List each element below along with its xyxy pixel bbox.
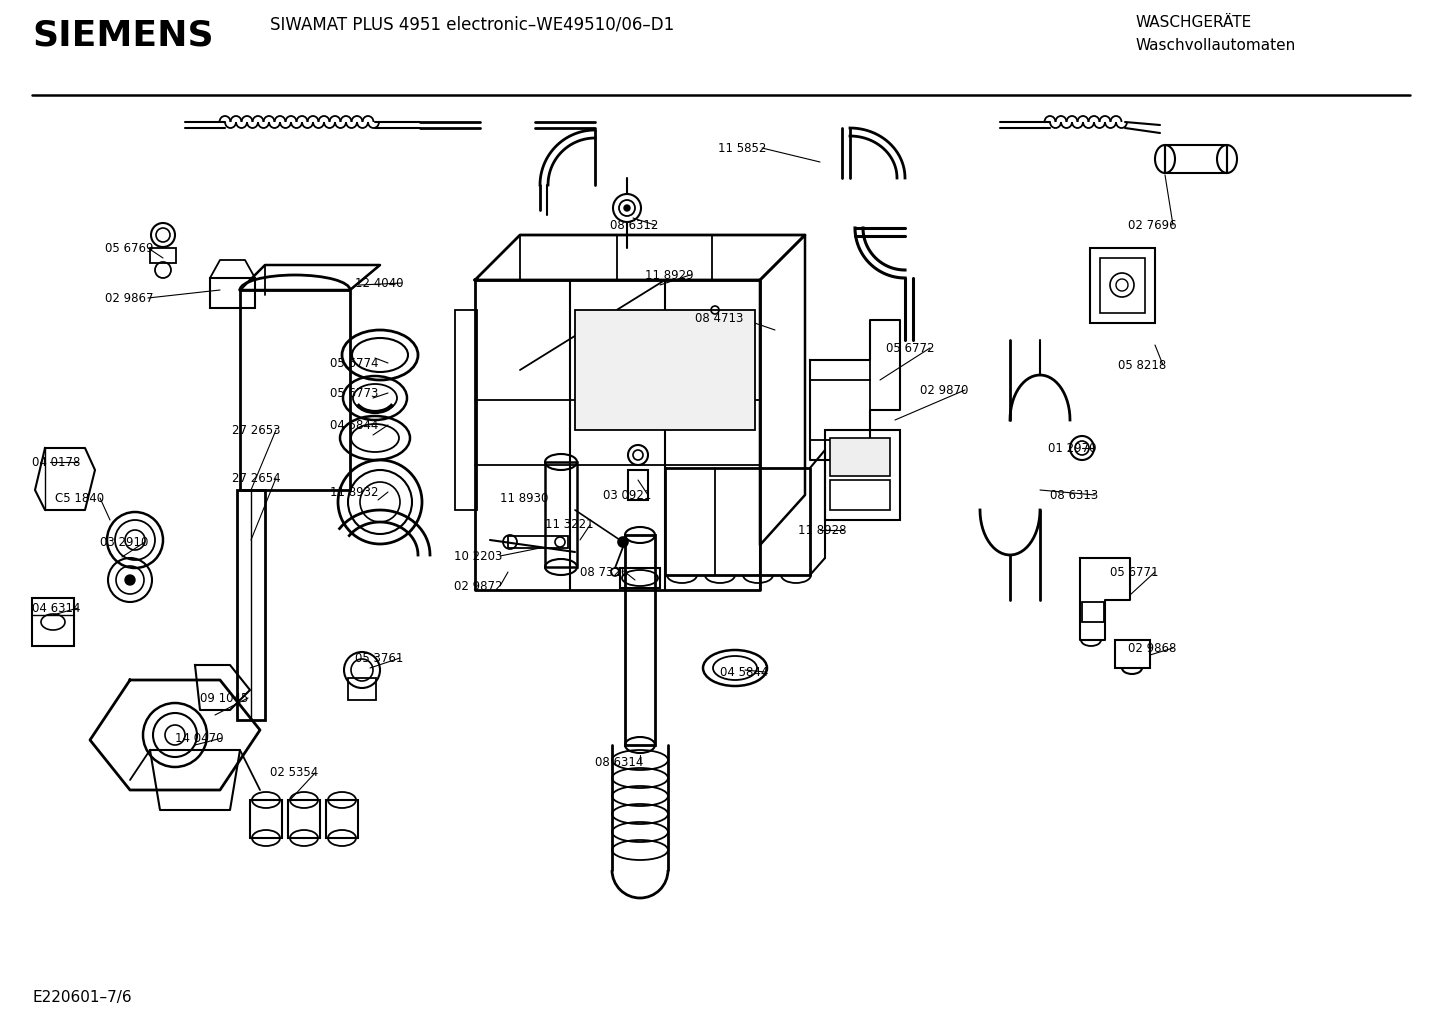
Bar xyxy=(624,535,655,745)
Circle shape xyxy=(125,575,136,585)
Text: 12 4040: 12 4040 xyxy=(355,276,404,289)
Text: 11 8932: 11 8932 xyxy=(330,485,378,498)
Text: 02 9870: 02 9870 xyxy=(920,383,969,396)
Bar xyxy=(575,310,756,430)
Text: 11 8929: 11 8929 xyxy=(645,268,694,281)
Bar xyxy=(831,438,890,476)
Bar xyxy=(620,568,660,588)
Text: 03 0921: 03 0921 xyxy=(603,488,652,501)
Text: 04 0178: 04 0178 xyxy=(32,455,81,469)
Text: 04 5844: 04 5844 xyxy=(720,665,769,679)
Bar xyxy=(288,800,320,838)
Text: 04 6314: 04 6314 xyxy=(32,601,81,614)
Text: 27 2653: 27 2653 xyxy=(232,424,281,436)
Bar xyxy=(32,598,74,646)
Circle shape xyxy=(624,205,630,211)
Text: 02 7696: 02 7696 xyxy=(1128,218,1177,231)
Text: 02 9867: 02 9867 xyxy=(105,291,153,305)
Text: 08 6312: 08 6312 xyxy=(610,218,659,231)
Text: 02 9872: 02 9872 xyxy=(454,580,502,592)
Text: 11 8928: 11 8928 xyxy=(797,524,846,536)
Circle shape xyxy=(619,537,629,547)
Text: E220601–7/6: E220601–7/6 xyxy=(32,990,131,1005)
Bar xyxy=(348,678,376,700)
Text: 05 6769: 05 6769 xyxy=(105,242,153,255)
Bar xyxy=(236,490,265,720)
Bar xyxy=(150,248,176,263)
Bar xyxy=(456,310,477,510)
Text: 08 7326: 08 7326 xyxy=(580,566,629,579)
Text: 05 6773: 05 6773 xyxy=(330,386,378,399)
Text: 11 5852: 11 5852 xyxy=(718,142,766,155)
Text: 11 8930: 11 8930 xyxy=(500,491,548,504)
Text: 05 3761: 05 3761 xyxy=(355,651,404,664)
Text: 04 5844: 04 5844 xyxy=(330,419,378,431)
Text: 10 2203: 10 2203 xyxy=(454,549,502,562)
Text: 02 5354: 02 5354 xyxy=(270,766,319,780)
Text: 01 2970: 01 2970 xyxy=(1048,441,1096,454)
Text: SIEMENS: SIEMENS xyxy=(32,18,213,52)
Text: 05 6774: 05 6774 xyxy=(330,357,378,370)
Text: 05 8218: 05 8218 xyxy=(1118,359,1167,372)
Bar xyxy=(629,470,647,500)
Text: 08 6313: 08 6313 xyxy=(1050,488,1099,501)
Text: 08 6314: 08 6314 xyxy=(596,755,643,768)
Text: 05 6771: 05 6771 xyxy=(1110,566,1158,579)
Bar xyxy=(1115,640,1151,668)
Bar xyxy=(508,536,568,548)
Text: Waschvollautomaten: Waschvollautomaten xyxy=(1135,38,1295,53)
Text: 11 3221: 11 3221 xyxy=(545,519,594,532)
Text: C5 1840: C5 1840 xyxy=(55,491,104,504)
Text: 27 2654: 27 2654 xyxy=(232,472,281,484)
Bar xyxy=(211,278,255,308)
Text: 14 0470: 14 0470 xyxy=(174,732,224,745)
Bar xyxy=(831,480,890,510)
Bar xyxy=(1082,602,1105,622)
Bar xyxy=(1100,258,1145,313)
Text: WASCHGERÄTE: WASCHGERÄTE xyxy=(1135,15,1252,30)
Bar xyxy=(545,462,577,567)
Text: 05 6772: 05 6772 xyxy=(885,341,934,355)
Text: 03 2910: 03 2910 xyxy=(99,536,149,548)
Text: 09 1045: 09 1045 xyxy=(200,692,248,704)
Bar xyxy=(825,430,900,520)
Bar xyxy=(249,800,283,838)
Bar xyxy=(1165,145,1227,173)
Text: 02 9868: 02 9868 xyxy=(1128,642,1177,654)
Text: SIWAMAT PLUS 4951 electronic–WE49510/06–D1: SIWAMAT PLUS 4951 electronic–WE49510/06–… xyxy=(270,15,675,33)
Bar xyxy=(1090,248,1155,323)
Text: 08 4713: 08 4713 xyxy=(695,312,744,324)
Bar xyxy=(326,800,358,838)
